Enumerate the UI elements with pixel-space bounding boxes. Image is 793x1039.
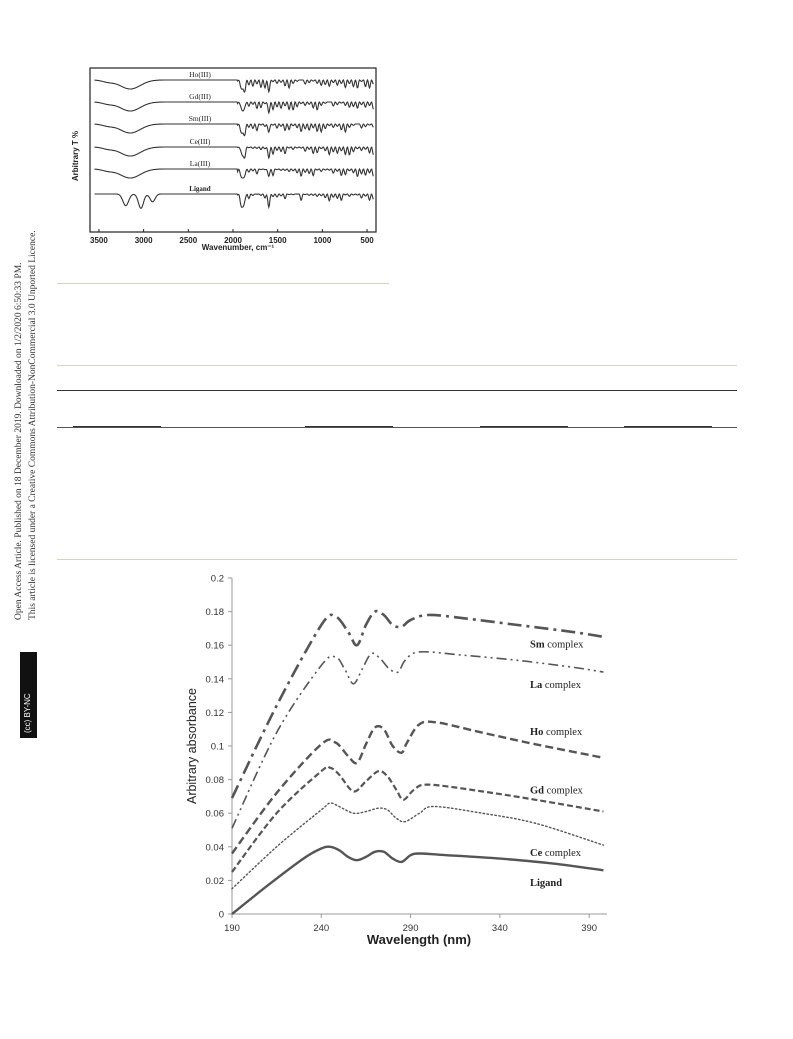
table-rule-top (57, 390, 737, 391)
uv-x-tick-label: 390 (581, 923, 597, 934)
cc-by-nc-badge[interactable]: (cc) BY-NC (20, 652, 37, 738)
uv-y-tick-label: 0.16 (206, 641, 225, 652)
ir-trace-ligand (94, 192, 374, 210)
table-subrule-1 (73, 426, 161, 427)
uv-series-gd-complex (231, 765, 604, 873)
uv-series-label: Ce complex (530, 848, 582, 859)
uv-y-tick-label: 0.12 (206, 708, 225, 719)
table-subrule-4 (624, 426, 712, 427)
ir-series-label: Gd(III) (189, 92, 211, 101)
licence-note: This article is licensed under a Creativ… (28, 230, 38, 620)
uv-series-ligand (231, 845, 604, 915)
uv-x-tick-label: 340 (492, 923, 508, 934)
divider-2 (57, 365, 737, 366)
ir-plot-frame (89, 67, 377, 233)
uv-absorbance-chart: 0 0.02 0.04 0.06 0.08 0.1 0.12 0.14 0.16 0.18 0.2 1… (185, 574, 607, 947)
ir-trace-hoiii (94, 78, 374, 94)
ir-x-tick-label: 3000 (135, 236, 153, 245)
uv-series-label: La complex (530, 680, 582, 691)
uv-series-label: Ligand (530, 878, 562, 889)
ir-x-tick-label: 1000 (313, 236, 331, 245)
ir-spectra-chart: Ho(III) Gd(III) Sm(III) Ce(III) La(III) Ligan… (71, 67, 377, 252)
ir-series-label: Ce(III) (190, 137, 211, 146)
uv-series-la-complex (231, 650, 604, 829)
uv-y-tick-label: 0 (219, 910, 224, 921)
ir-y-axis-label: Arbitrary T % (71, 131, 80, 181)
ir-x-tick-label: 2500 (179, 236, 197, 245)
ir-series-label: Sm(III) (189, 114, 212, 123)
uv-series-label: Gd complex (530, 786, 584, 797)
uv-y-tick-label: 0.18 (206, 607, 225, 618)
table-subrule-2 (305, 426, 393, 427)
divider-3 (57, 559, 737, 560)
ir-x-tick-label: 1500 (269, 236, 287, 245)
ir-x-tick-label: 3500 (90, 236, 108, 245)
ir-x-axis-label: Wavenumber, cm⁻¹ (202, 243, 275, 252)
uv-y-tick-label: 0.2 (211, 574, 224, 585)
ir-x-tick-label: 500 (360, 236, 374, 245)
uv-y-tick-label: 0.1 (211, 742, 224, 753)
ir-series-label: Ho(III) (189, 70, 211, 79)
ir-series-label: Ligand (189, 185, 211, 193)
uv-x-axis-label: Wavelength (nm) (367, 932, 471, 947)
ir-trace-ceiii (94, 145, 374, 160)
uv-series-ce-complex (231, 802, 605, 890)
uv-y-axis-label: Arbitrary absorbance (185, 688, 199, 804)
table-rule-bottom (57, 427, 737, 428)
table-subrule-3 (480, 426, 568, 427)
ir-x-tick-label: 2000 (224, 236, 242, 245)
uv-y-tick-label: 0.08 (206, 775, 225, 786)
uv-y-tick-label: 0.06 (206, 809, 225, 820)
uv-series-label: Sm complex (530, 640, 584, 651)
uv-x-tick-label: 290 (403, 923, 419, 934)
uv-series-label: Ho complex (530, 727, 583, 738)
ir-trace-laiii (94, 167, 374, 179)
ir-trace-smiii (94, 122, 374, 137)
uv-y-tick-label: 0.14 (206, 674, 225, 685)
uv-x-tick-label: 240 (313, 923, 329, 934)
uv-series-sm-complex (230, 609, 604, 799)
uv-y-tick-label: 0.02 (206, 876, 225, 887)
uv-x-tick-label: 190 (224, 923, 240, 934)
ir-trace-gdiii (94, 100, 374, 115)
uv-y-tick-label: 0.04 (206, 842, 225, 853)
cc-badge-text: (cc) BY-NC (23, 693, 32, 733)
open-access-note: Open Access Article. Published on 18 Dec… (14, 262, 24, 620)
divider-1 (57, 283, 389, 284)
ir-series-label: La(III) (190, 159, 211, 168)
